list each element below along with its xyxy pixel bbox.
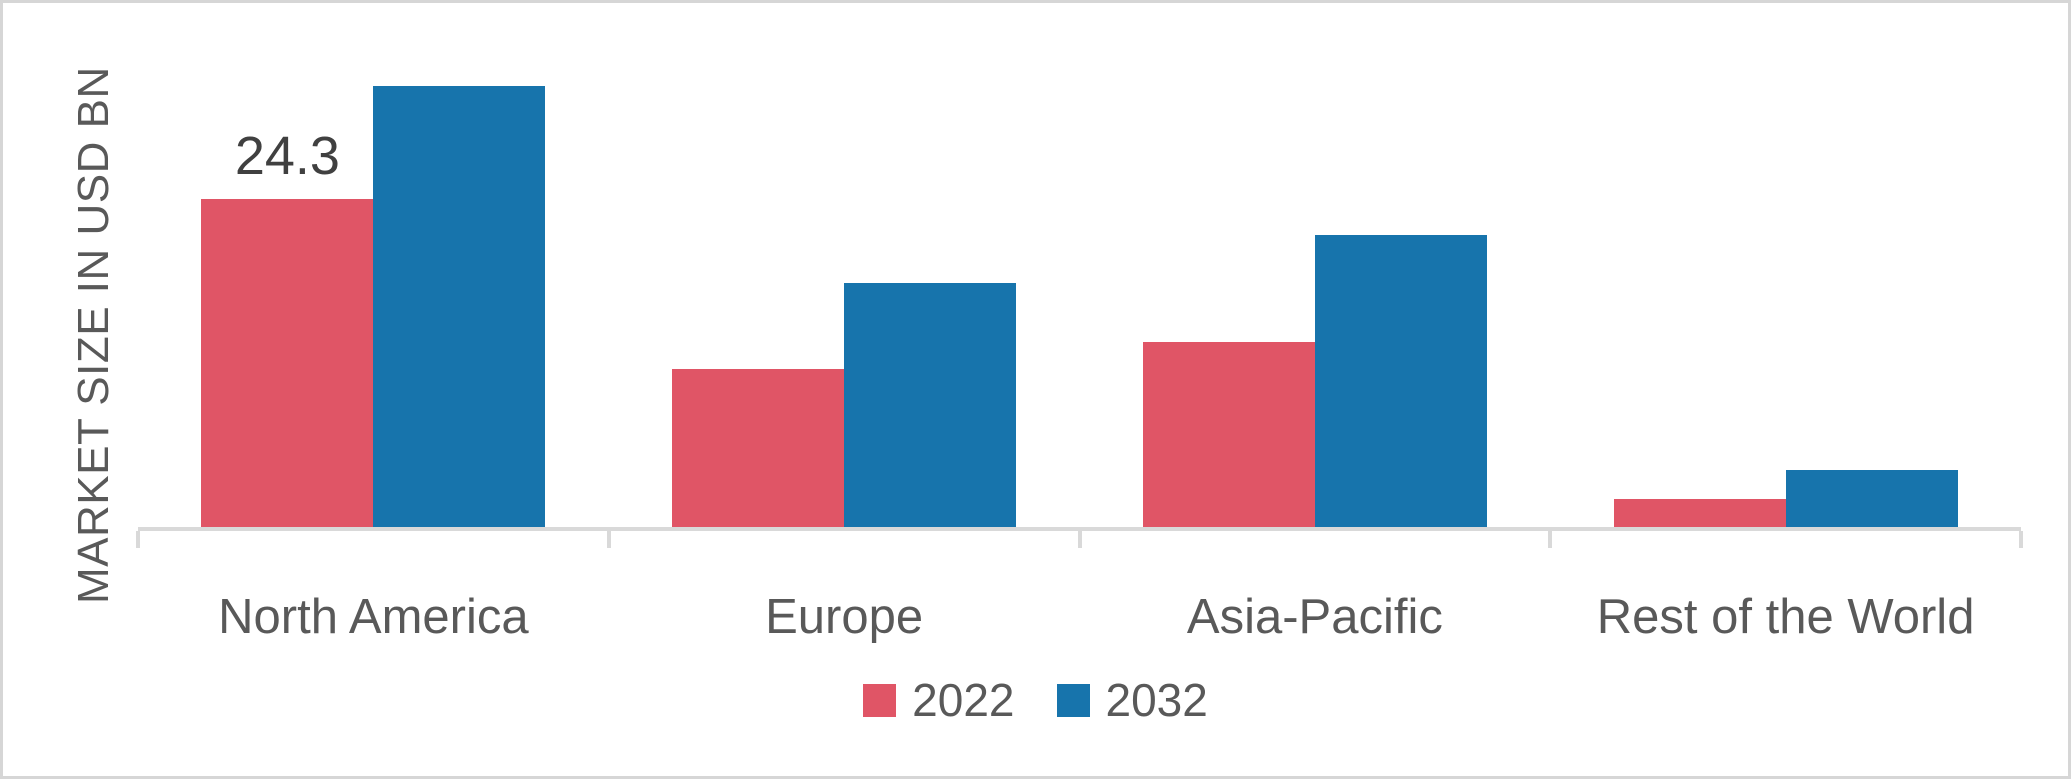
bar-2022-europe [672,369,845,527]
chart-legend: 2022 2032 [3,677,2068,723]
x-axis-tick-between-1 [606,531,611,548]
bar-group-europe [609,68,1080,527]
bar-2032-asia-pacific [1314,235,1487,527]
bar-group-north-america: 24.3 [138,68,609,527]
x-axis-tick-between-3 [1548,531,1553,548]
legend-swatch-2032 [1056,683,1090,717]
category-label-rest-of-the-world: Rest of the World [1596,590,1975,644]
x-axis-line [136,527,2023,548]
y-axis-title: MARKET SIZE IN USD BN [69,66,118,604]
bar-2022-north-america: 24.3 [201,126,374,527]
legend-swatch-2022 [863,683,897,717]
x-axis-tick-left-end [136,531,140,548]
bar-group-rest-of-the-world [1550,68,2021,527]
data-label-2022-north-america: 24.3 [234,126,340,186]
category-label-europe: Europe [765,590,924,644]
legend-entry-2032: 2032 [1056,674,1208,726]
plot-area: 24.3 [138,68,2021,527]
category-label-north-america: North America [218,590,529,644]
bar-2022-asia-pacific [1142,342,1315,527]
category-label-asia-pacific: Asia-Pacific [1186,590,1443,644]
bar-2032-rest-of-the-world [1785,470,1958,527]
bar-group-asia-pacific [1080,68,1551,527]
legend-label-2032: 2032 [1105,674,1208,726]
bar-2032-north-america [373,86,546,527]
bar-2022-rest-of-the-world [1613,499,1786,527]
bar-2032-europe [844,283,1017,527]
x-axis-category-row: North America Europe Asia-Pacific Rest of t… [138,589,2021,645]
x-axis-tick-right-end [2019,531,2023,548]
legend-label-2022: 2022 [912,674,1015,726]
x-axis-tick-between-2 [1077,531,1082,548]
legend-entry-2022: 2022 [863,674,1015,726]
